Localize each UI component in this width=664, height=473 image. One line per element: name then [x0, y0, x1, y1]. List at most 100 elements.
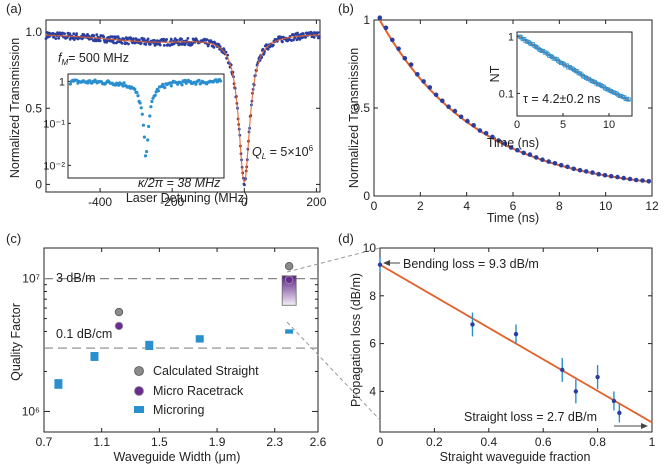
panel-d-bending-annotation: Bending loss = 9.3 dB/m: [403, 257, 539, 271]
panel-b-data-point: [433, 92, 439, 98]
panel-a-data-point: [169, 37, 173, 41]
panel-b-inset-xtick-label: 10: [603, 119, 615, 131]
panel-a-inset-point: [139, 106, 143, 110]
panel-d-xtick-label: 0: [377, 435, 384, 449]
panel-a-plot: -400 -200 0 200 0 0.5 1.0: [25, 19, 327, 209]
panel-b-inset: 0 5 10 0.1 1: [499, 31, 633, 131]
panel-b-xtick-label: 8: [556, 199, 563, 213]
panel-b-data-point: [577, 167, 583, 173]
panel-a-axes-frame: [45, 19, 321, 193]
panel-d-ytick-label: 8: [369, 289, 376, 303]
panel-a-data-point: [68, 32, 72, 36]
panel-b-ytick-label: 0.5: [353, 101, 370, 115]
panel-c-ytick-label: 10⁶: [22, 404, 40, 418]
panel-a-data-point: [110, 35, 114, 39]
panel-d-data-point: [573, 389, 579, 394]
panel-a-data-point: [266, 47, 270, 51]
microring-point: [145, 340, 154, 351]
panel-c-series-micro-racetrack: [114, 275, 294, 331]
panel-b-data-point: [640, 178, 645, 183]
panel-a-data-point: [304, 36, 307, 39]
panel-a: (a) -400 -200 0 200 0 0.5 1.0 10⁻² 10⁻¹ 1 Laser …: [6, 1, 327, 209]
panel-label-a: (a): [6, 1, 22, 16]
panel-a-inset: 10⁻² 10⁻¹ 1: [43, 73, 225, 179]
panel-a-data-point: [116, 35, 120, 39]
panel-a-inset-point: [156, 89, 160, 93]
panel-d-data-point: [377, 262, 383, 267]
panel-d-data-point: [617, 410, 622, 416]
panel-d-ylabel: Propagation loss (dB/m): [349, 273, 363, 407]
panel-b-data-point: [565, 164, 570, 170]
panel-d: (d) 0 0.2 0.4 0.6 0.8 1 4 6 8 10 Straight wavegui…: [338, 231, 656, 464]
panel-c-ylabel: Quality Factor: [9, 303, 23, 381]
panel-b-data-point: [615, 174, 620, 180]
panel-a-data-point: [75, 32, 78, 36]
panel-a-inset-point: [153, 93, 157, 97]
panel-a-kappa-annotation: κ/2π = 38 MHz: [138, 176, 221, 190]
panel-a-inset-point: [197, 78, 201, 82]
panel-b-inset-xlabel: Time (ns): [487, 136, 539, 150]
panel-a-inset-point: [163, 86, 167, 90]
panel-a-inset-point: [68, 82, 72, 86]
panel-a-data-point: [265, 43, 268, 46]
panel-c-series-calculated-straight: [114, 261, 294, 317]
panel-a-data-point: [162, 44, 166, 47]
panel-a-data-point: [165, 38, 169, 41]
panel-label-c: (c): [6, 231, 21, 246]
panel-a-data-point: [134, 37, 138, 41]
panel-a-data-point: [301, 32, 305, 36]
panel-a-inset-point: [122, 81, 126, 85]
panel-b-data-point: [471, 123, 476, 128]
legend-marker-racetrack: [134, 386, 144, 396]
panel-c-xtick-label: 1.9: [209, 435, 226, 449]
panel-d-data-point: [595, 374, 600, 380]
panel-a-data-point: [191, 42, 194, 45]
panel-b-data-point: [402, 56, 408, 61]
panel-a-data-point: [144, 43, 148, 46]
panel-a-inset-point: [146, 138, 150, 142]
panel-b-xtick-label: 0: [371, 199, 378, 213]
panel-a-xtick-label: -400: [88, 195, 112, 209]
panel-a-data-point: [54, 37, 58, 40]
panel-c-xtick-label: 0.7: [36, 435, 53, 449]
panel-d-data-point: [470, 322, 475, 327]
panel-a-ytick-label: 0: [35, 177, 42, 191]
panel-a-data-point: [120, 41, 124, 45]
connector-line-top: [286, 247, 381, 273]
panel-a-data-point: [72, 32, 76, 36]
panel-c-xtick-label: 2.3: [266, 435, 283, 449]
panel-c-xtick-label: 1.5: [151, 435, 168, 449]
panel-b-data-point: [415, 72, 420, 77]
panel-a-data-point: [271, 43, 275, 47]
panel-a-data-point: [146, 37, 150, 41]
panel-c-line-label-01dbcm: 0.1 dB/cm: [56, 327, 112, 341]
panel-b-data-point: [533, 155, 539, 160]
panel-d-plot: 0 0.2 0.4 0.6 0.8 1 4 6 8 10: [363, 241, 656, 449]
panel-b-data-point: [421, 79, 426, 84]
microring-point: [90, 352, 99, 361]
panel-b-data-point: [633, 177, 639, 183]
panel-c-plot: 0.7 1.1 1.5 1.9 2.3 2.6 10⁶ 10⁷: [22, 247, 327, 449]
panel-b-data-point: [508, 145, 514, 150]
panel-b-data-point: [483, 131, 489, 136]
panel-d-xtick-label: 1: [649, 435, 656, 449]
panel-a-inset-point: [138, 101, 142, 105]
panel-b-inset-fit: [519, 36, 631, 102]
panel-label-b: (b): [338, 1, 354, 16]
panel-a-data-point: [205, 38, 209, 41]
panel-d-straight-annotation: Straight loss = 2.7 dB/m: [464, 410, 597, 424]
panel-a-data-point: [92, 34, 96, 38]
panel-b-data-point: [540, 157, 545, 162]
panel-b-data-point: [596, 171, 601, 177]
panel-b-xtick-label: 10: [599, 199, 613, 213]
panel-a-data-point: [158, 43, 162, 47]
panel-a-data-point: [296, 31, 299, 35]
panel-b-data-point: [408, 62, 414, 67]
panel-c-xtick-label: 2.6: [310, 435, 327, 449]
panel-a-inset-point: [145, 150, 149, 154]
panel-b-data-points: [377, 15, 652, 184]
panel-a-inset-ytick-label: 10⁻¹: [43, 118, 65, 130]
panel-b-data-point: [621, 175, 626, 181]
panel-b-data-point: [383, 25, 389, 31]
